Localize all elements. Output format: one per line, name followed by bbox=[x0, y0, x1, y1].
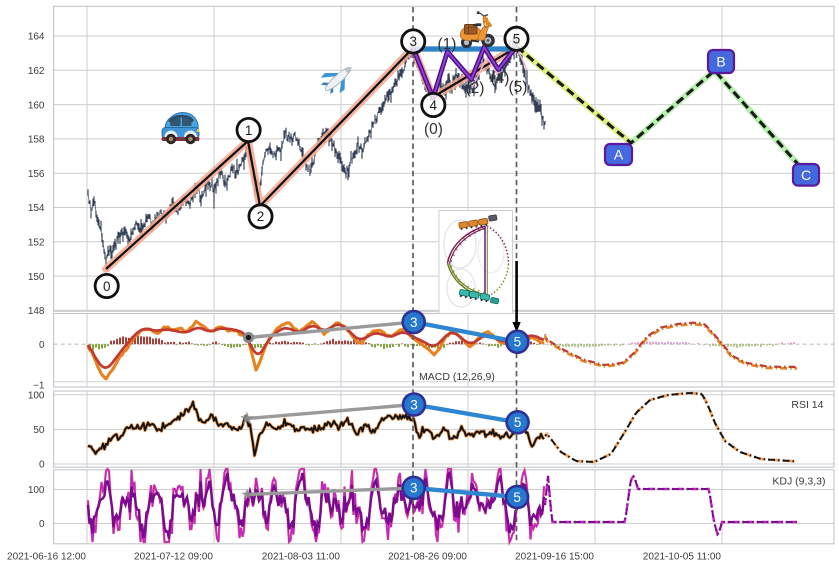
svg-text:3: 3 bbox=[410, 315, 418, 330]
svg-text:(2): (2) bbox=[466, 80, 485, 97]
svg-text:100: 100 bbox=[28, 485, 45, 496]
svg-text:50: 50 bbox=[33, 425, 45, 436]
svg-text:156: 156 bbox=[28, 169, 45, 180]
svg-text:158: 158 bbox=[28, 135, 45, 146]
svg-text:2021-09-16 15:00: 2021-09-16 15:00 bbox=[515, 551, 594, 562]
svg-text:(5): (5) bbox=[509, 79, 528, 96]
svg-text:2: 2 bbox=[257, 209, 265, 224]
svg-text:2021-08-03 11:00: 2021-08-03 11:00 bbox=[262, 551, 341, 562]
svg-text:(4): (4) bbox=[491, 70, 510, 87]
svg-text:1: 1 bbox=[245, 123, 253, 138]
svg-text:KDJ (9,3,3): KDJ (9,3,3) bbox=[772, 476, 825, 488]
svg-text:A: A bbox=[614, 147, 624, 163]
svg-text:3: 3 bbox=[410, 397, 418, 412]
svg-text:164: 164 bbox=[28, 32, 45, 43]
svg-text:2021-08-26 09:00: 2021-08-26 09:00 bbox=[388, 551, 467, 562]
svg-text:160: 160 bbox=[28, 100, 45, 111]
svg-text:148: 148 bbox=[28, 306, 45, 317]
svg-text:3: 3 bbox=[410, 481, 418, 496]
svg-text:MACD (12,26,9): MACD (12,26,9) bbox=[419, 371, 495, 383]
svg-text:0: 0 bbox=[39, 519, 45, 530]
svg-text:2021-06-16 12:00: 2021-06-16 12:00 bbox=[7, 551, 86, 562]
svg-text:(1): (1) bbox=[438, 36, 457, 53]
svg-text:5: 5 bbox=[514, 415, 522, 430]
svg-text:150: 150 bbox=[28, 272, 45, 283]
svg-text:3: 3 bbox=[409, 34, 417, 49]
svg-text:0: 0 bbox=[103, 279, 111, 294]
svg-text:5: 5 bbox=[513, 490, 521, 505]
svg-text:152: 152 bbox=[28, 238, 45, 249]
svg-text:2021-07-12 09:00: 2021-07-12 09:00 bbox=[134, 551, 213, 562]
svg-text:0: 0 bbox=[39, 460, 45, 471]
svg-text:2021-10-05 11:00: 2021-10-05 11:00 bbox=[643, 551, 722, 562]
svg-text:100: 100 bbox=[28, 391, 45, 402]
svg-text:−1: −1 bbox=[33, 381, 45, 392]
svg-text:C: C bbox=[801, 167, 811, 183]
svg-text:RSI 14: RSI 14 bbox=[791, 399, 823, 411]
svg-text:5: 5 bbox=[513, 32, 521, 47]
svg-text:154: 154 bbox=[28, 203, 45, 214]
svg-text:5: 5 bbox=[514, 335, 522, 350]
svg-text:4: 4 bbox=[430, 98, 438, 113]
svg-text:B: B bbox=[716, 54, 725, 70]
svg-text:0: 0 bbox=[39, 340, 45, 351]
svg-text:(0): (0) bbox=[424, 121, 443, 138]
svg-text:162: 162 bbox=[28, 66, 45, 77]
